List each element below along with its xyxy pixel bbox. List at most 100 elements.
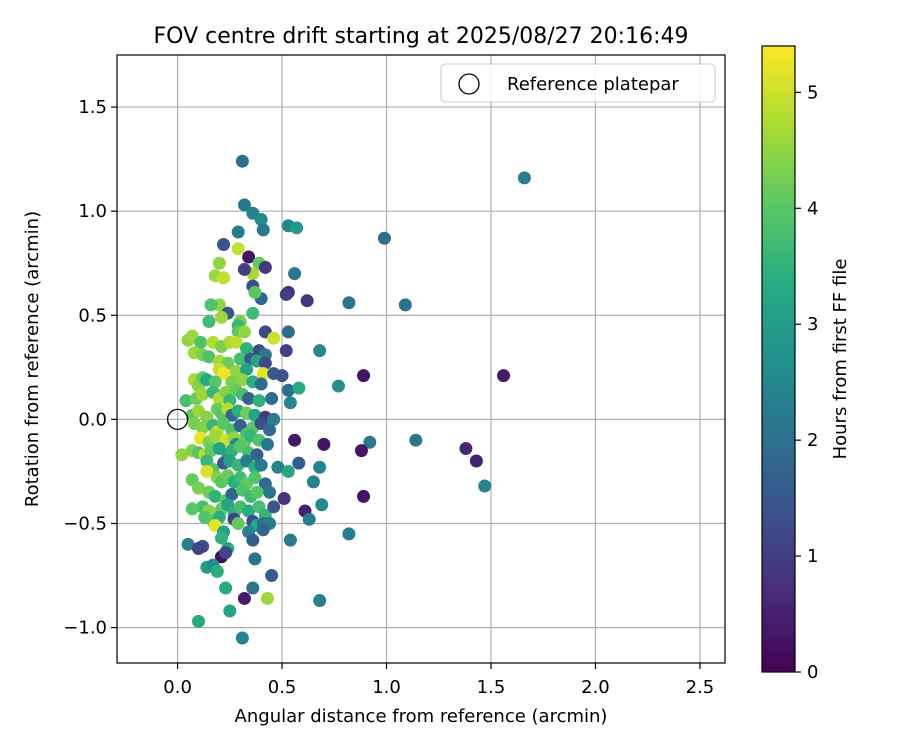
- scatter-point: [254, 377, 268, 391]
- legend-open-circle-marker: [458, 73, 480, 95]
- scatter-point: [281, 464, 295, 478]
- x-tick-label: 2.0: [581, 677, 610, 698]
- scatter-point: [260, 591, 274, 605]
- colorbar-tick-label: 4: [807, 198, 818, 219]
- scatter-point: [409, 433, 423, 447]
- scatter-point: [191, 614, 205, 628]
- scatter-point: [202, 350, 216, 364]
- scatter-point: [302, 512, 316, 526]
- plot-frame: [116, 54, 726, 664]
- scatter-point: [263, 423, 277, 437]
- scatter-point: [191, 541, 205, 555]
- scatter-point: [208, 489, 222, 503]
- scatter-point: [250, 485, 264, 499]
- scatter-point: [214, 531, 228, 545]
- colorbar-gradient: [762, 46, 795, 672]
- colorbar-tick-label: 2: [807, 430, 818, 451]
- scatter-point: [185, 502, 199, 516]
- scatter-point: [242, 504, 256, 518]
- scatter-point: [179, 394, 193, 408]
- scatter-point: [240, 362, 254, 376]
- y-tick-label: −0.5: [63, 513, 107, 534]
- scatter-point: [277, 492, 291, 506]
- scatter-point: [267, 331, 281, 345]
- y-axis-ticks: −1.0 −0.5 0.0 0.5 1.0 1.5: [63, 97, 117, 639]
- scatter-point: [300, 294, 314, 308]
- scatter-point: [214, 310, 228, 324]
- scatter-point: [204, 298, 218, 312]
- chart-title: FOV centre drift starting at 2025/08/27 …: [154, 24, 689, 49]
- scatter-point: [212, 256, 226, 270]
- colorbar-tick-label: 0: [807, 662, 818, 683]
- scatter-point: [275, 369, 289, 383]
- scatter-point: [181, 537, 195, 551]
- scatter-point: [225, 487, 239, 501]
- scatter-point: [288, 433, 302, 447]
- scatter-point: [217, 367, 231, 381]
- reference-marker-layer: [166, 408, 189, 431]
- colorbar-ticks: 0 1 2 3 4 5: [795, 82, 818, 683]
- scatter-point: [235, 631, 249, 645]
- scatter-point: [196, 387, 210, 401]
- plot-area: 0.0 0.5 1.0 1.5 2.0 2.5 −1.0 −0.5 0.0 0.5 1.0 1.5: [63, 54, 726, 698]
- colorbar-tick-label: 3: [807, 314, 818, 335]
- y-tick-label: 0.0: [78, 409, 107, 430]
- scatter-point: [497, 369, 511, 383]
- scatter-point: [229, 335, 243, 349]
- scatter-point: [208, 429, 222, 443]
- scatter-point: [202, 315, 216, 329]
- scatter-point: [459, 442, 473, 456]
- scatter-point: [237, 591, 251, 605]
- scatter-point: [315, 498, 329, 512]
- scatter-point: [313, 344, 327, 358]
- legend-entry-label: Reference platepar: [507, 74, 679, 95]
- scatter-point: [252, 394, 266, 408]
- scatter-point: [212, 442, 226, 456]
- scatter-point: [283, 396, 297, 410]
- y-tick-label: −1.0: [63, 618, 107, 639]
- scatter-point: [357, 489, 371, 503]
- scatter-point: [194, 335, 208, 349]
- scatter-point: [254, 212, 268, 226]
- scatter-point: [237, 262, 251, 276]
- scatter-point: [279, 287, 293, 301]
- scatter-point: [254, 458, 268, 472]
- scatter-point: [342, 296, 356, 310]
- colorbar-label: Hours from first FF file: [830, 259, 851, 460]
- scatter-point: [283, 533, 297, 547]
- scatter-point: [317, 437, 331, 451]
- x-tick-label: 1.0: [372, 677, 401, 698]
- scatter-point: [235, 154, 249, 168]
- scatter-point: [246, 581, 260, 595]
- scatter-point: [219, 581, 233, 595]
- scatter-point: [357, 369, 371, 383]
- scatter-point: [265, 392, 279, 406]
- scatter-point: [354, 444, 368, 458]
- scatter-point: [313, 460, 327, 474]
- scatter-points: [175, 154, 531, 645]
- scatter-point: [200, 464, 214, 478]
- scatter-point: [517, 171, 531, 185]
- colorbar-tick-label: 1: [807, 546, 818, 567]
- colorbar: 0 1 2 3 4 5 Hours from first FF file: [761, 45, 851, 683]
- scatter-point: [242, 392, 256, 406]
- scatter-point: [223, 604, 237, 618]
- scatter-point: [231, 225, 245, 239]
- x-tick-label: 1.5: [477, 677, 506, 698]
- scatter-point: [292, 456, 306, 470]
- scatter-point: [258, 260, 272, 274]
- scatter-point: [208, 375, 222, 389]
- scatter-point: [231, 242, 245, 256]
- scatter-point: [271, 460, 285, 474]
- scatter-point: [363, 435, 377, 449]
- scatter-point: [260, 437, 274, 451]
- scatter-point: [290, 221, 304, 235]
- x-axis-label: Angular distance from reference (arcmin): [235, 706, 608, 727]
- y-tick-label: 0.5: [78, 305, 107, 326]
- scatter-point: [279, 344, 293, 358]
- scatter-point: [256, 367, 270, 381]
- scatter-point: [258, 356, 272, 370]
- scatter-point: [256, 523, 270, 537]
- scatter-point: [281, 325, 295, 339]
- scatter-point: [175, 448, 189, 462]
